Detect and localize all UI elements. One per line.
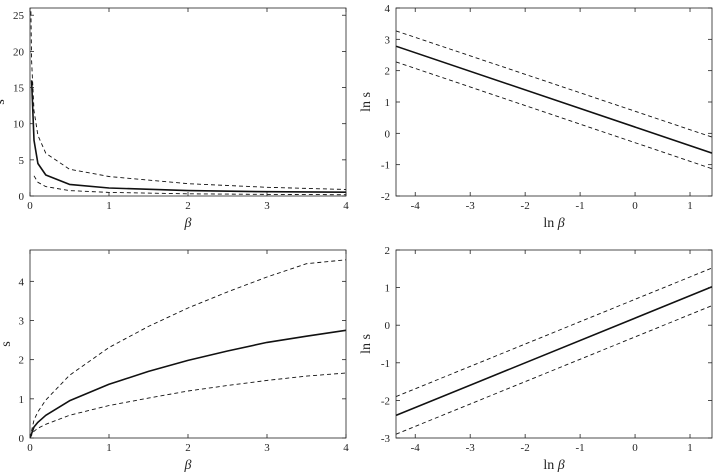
chart-panel-2: -4 -3 -2 -1 0 1 -2 -1 0 1 2 3 4 ln β ln s	[359, 3, 713, 231]
y-tick-label: 2	[19, 355, 25, 367]
x-tick-label: -3	[466, 200, 476, 212]
x-tick-label: 1	[687, 200, 693, 212]
axes-frame	[395, 7, 713, 197]
series-group	[396, 30, 712, 170]
x-axis-label: β	[184, 458, 192, 473]
x-tick-label: 1	[106, 200, 112, 212]
series-line-3-dashed	[396, 61, 712, 170]
x-axis-label: ln β	[543, 458, 564, 473]
x-tick-label: 1	[687, 442, 693, 454]
chart-panel-1: 0 1 2 3 4 0 5 10 15 20 25 β s	[0, 7, 349, 231]
y-tick-label: 20	[13, 46, 25, 58]
series-group	[30, 259, 346, 438]
series-line-1-dashed	[30, 259, 346, 438]
y-tick-label: 4	[385, 3, 391, 15]
y-axis-label: ln s	[359, 92, 374, 112]
x-tick-label: -1	[576, 200, 585, 212]
x-tick-label: -2	[521, 200, 530, 212]
y-tick-label: 1	[385, 283, 391, 295]
x-tick-label: 1	[106, 442, 112, 454]
y-tick-label: 1	[19, 394, 25, 406]
y-tick-label: -2	[381, 395, 390, 407]
x-axis-label: β	[184, 216, 192, 231]
x-tick-label: -3	[466, 442, 476, 454]
chart-panel-4: -4 -3 -2 -1 0 1 -3 -2 -1 0 1 2 ln β ln s	[359, 245, 713, 473]
series-line-3-dashed	[396, 305, 712, 435]
series-line-3-dashed	[33, 175, 346, 196]
y-axis-label: s	[0, 341, 14, 346]
x-tick-label: -2	[521, 442, 530, 454]
x-tick-label: 0	[27, 200, 33, 212]
series-line-2-solid	[30, 329, 346, 438]
series-line-1-dashed	[396, 30, 712, 138]
y-tick-label: 15	[13, 83, 25, 95]
y-tick-label: 0	[385, 320, 391, 332]
y-tick-label: -2	[381, 191, 390, 203]
chart-panel-3: 0 1 2 3 4 0 1 2 3 4 β s	[0, 249, 349, 473]
x-tick-label: -4	[411, 442, 421, 454]
x-tick-label: 2	[185, 200, 191, 212]
x-tick-label: 0	[632, 442, 638, 454]
y-tick-label: 0	[19, 433, 25, 445]
x-tick-label: 2	[185, 442, 191, 454]
y-tick-label: 4	[19, 276, 25, 288]
series-line-3-dashed	[30, 372, 346, 438]
series-line-2-solid	[396, 286, 712, 417]
y-tick-label: 3	[385, 34, 391, 46]
x-tick-label: 0	[27, 442, 33, 454]
y-tick-label: 25	[13, 10, 25, 22]
x-tick-label: 4	[343, 442, 349, 454]
axes-frame	[395, 249, 713, 439]
y-tick-label: 2	[385, 66, 391, 78]
axes-frame	[29, 7, 347, 197]
x-tick-label: 4	[343, 200, 349, 212]
y-tick-label: 2	[385, 245, 391, 257]
y-tick-label: -1	[381, 160, 390, 172]
y-tick-label: 0	[385, 128, 391, 140]
y-tick-label: 3	[19, 316, 25, 328]
axes-frame	[29, 249, 347, 439]
x-tick-label: -1	[576, 442, 585, 454]
series-group	[30, 8, 346, 196]
y-tick-label: 0	[19, 191, 25, 203]
series-line-1-dashed	[30, 8, 346, 190]
y-axis-label: s	[0, 99, 8, 104]
series-line-2-solid	[396, 45, 712, 154]
x-axis-label: ln β	[543, 216, 564, 231]
y-tick-label: 1	[385, 97, 391, 109]
y-tick-label: 5	[19, 155, 25, 167]
y-tick-label: -1	[381, 358, 390, 370]
series-line-2-solid	[30, 80, 346, 193]
x-tick-label: -4	[411, 200, 421, 212]
series-line-1-dashed	[396, 267, 712, 398]
y-tick-label: -3	[381, 433, 391, 445]
x-tick-label: 3	[264, 442, 270, 454]
x-tick-label: 3	[264, 200, 270, 212]
x-tick-label: 0	[632, 200, 638, 212]
y-axis-label: ln s	[359, 334, 374, 354]
series-group	[396, 267, 712, 435]
y-tick-label: 10	[13, 119, 25, 131]
